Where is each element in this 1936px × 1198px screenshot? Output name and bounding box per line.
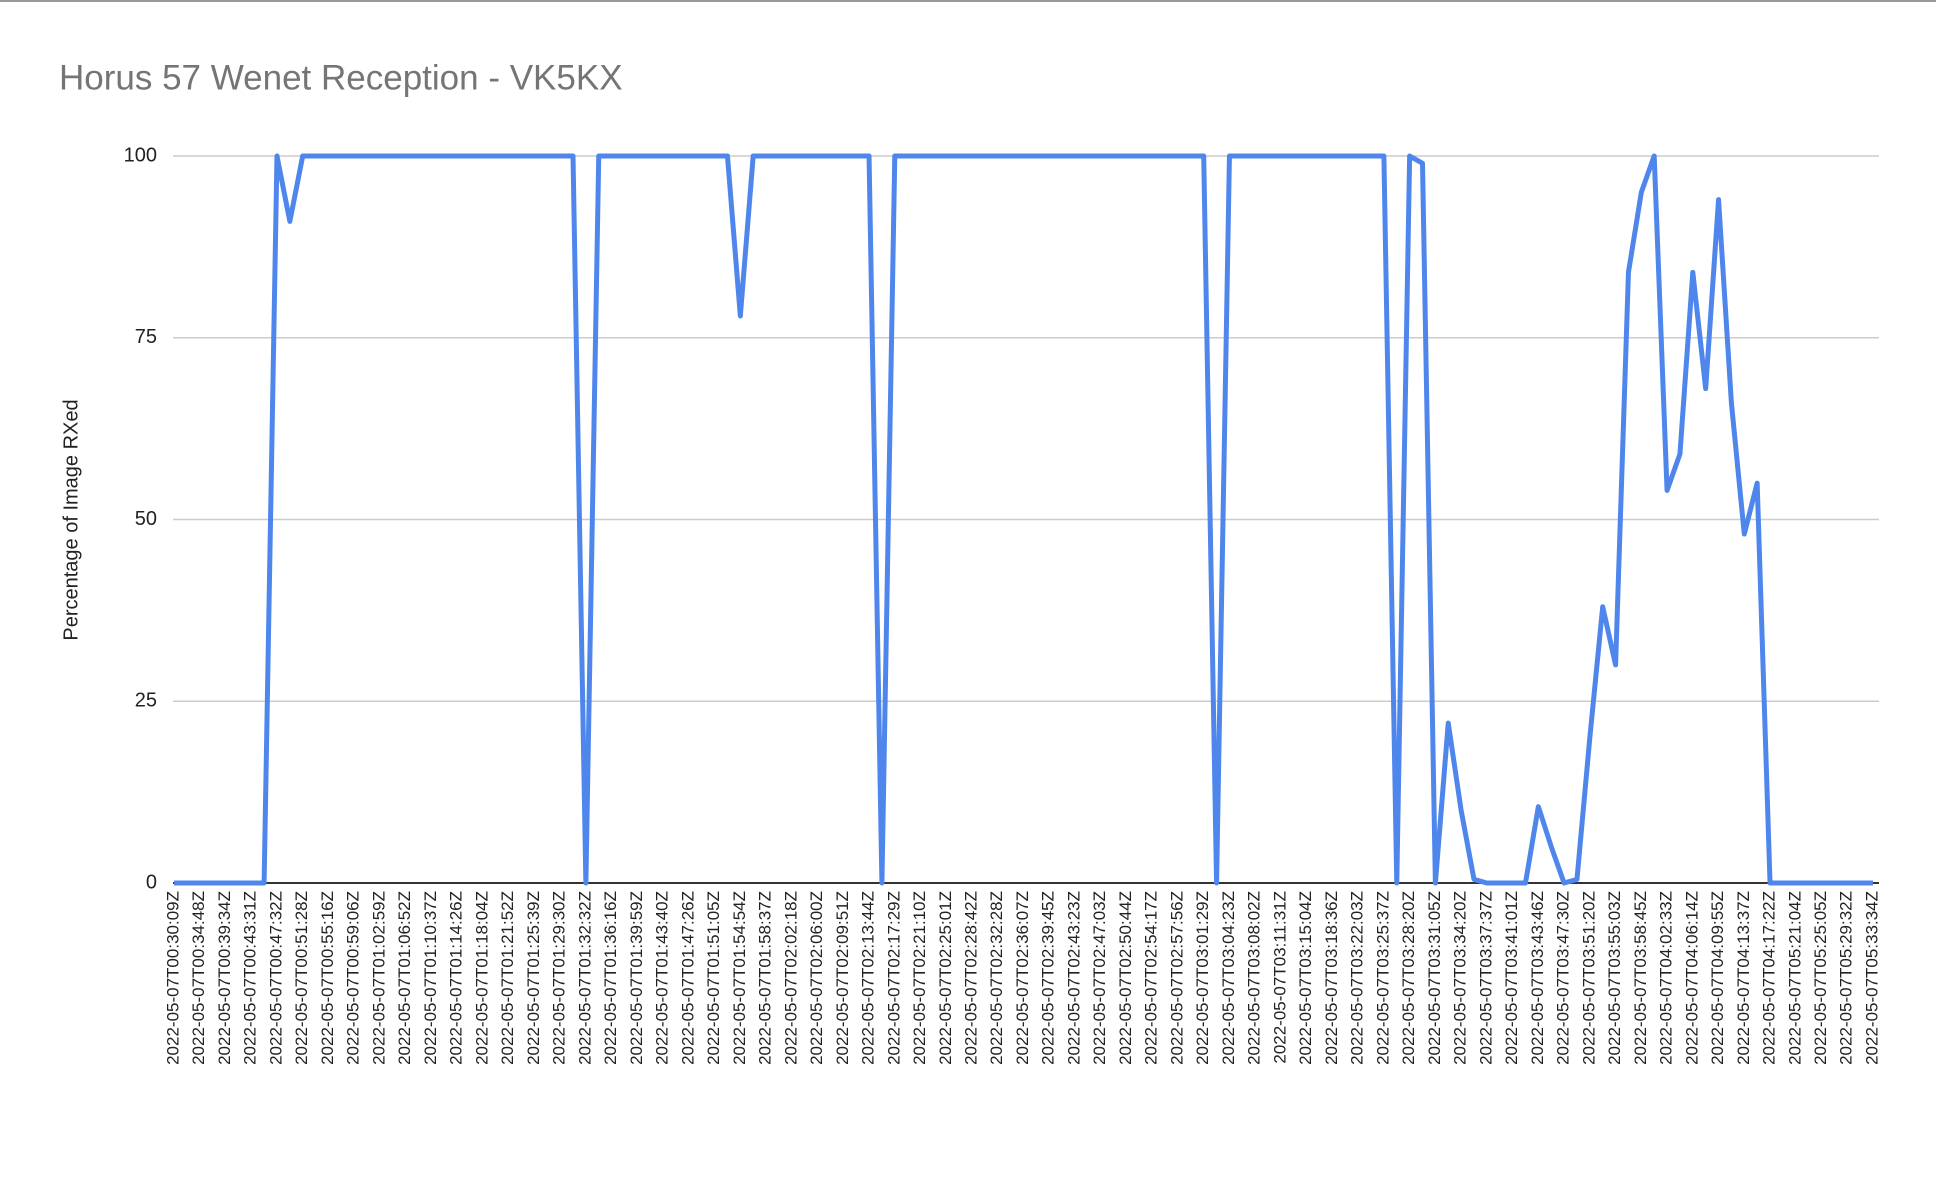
x-tick-label: 2022-05-07T01:02:59Z (369, 891, 388, 1065)
x-tick-label: 2022-05-07T03:41:01Z (1502, 891, 1521, 1065)
x-tick-label: 2022-05-07T02:21:10Z (910, 891, 929, 1065)
x-tick-label: 2022-05-07T02:17:29Z (884, 891, 903, 1065)
x-tick-label: 2022-05-07T01:06:52Z (395, 891, 414, 1065)
chart-title: Horus 57 Wenet Reception - VK5KX (59, 58, 623, 97)
x-tick-label: 2022-05-07T01:14:26Z (447, 891, 466, 1065)
x-tick-label: 2022-05-07T04:13:37Z (1734, 891, 1753, 1065)
x-tick-label: 2022-05-07T00:47:32Z (266, 891, 285, 1065)
x-tick-label: 2022-05-07T01:10:37Z (421, 891, 440, 1065)
x-tick-label: 2022-05-07T00:43:31Z (241, 891, 260, 1065)
x-tick-label: 2022-05-07T00:55:16Z (318, 891, 337, 1065)
x-tick-label: 2022-05-07T00:39:34Z (215, 891, 234, 1065)
x-tick-label: 2022-05-07T03:22:03Z (1348, 891, 1367, 1065)
x-tick-label: 2022-05-07T02:39:45Z (1039, 891, 1058, 1065)
x-tick-label: 2022-05-07T03:43:46Z (1528, 891, 1547, 1065)
x-tick-label: 2022-05-07T02:06:00Z (807, 891, 826, 1065)
x-tick-label: 2022-05-07T00:51:28Z (292, 891, 311, 1065)
x-tick-label: 2022-05-07T03:55:03Z (1605, 891, 1624, 1065)
x-tick-label: 2022-05-07T03:01:29Z (1193, 891, 1212, 1065)
x-tick-label: 2022-05-07T01:32:32Z (575, 891, 594, 1065)
x-tick-label: 2022-05-07T04:06:14Z (1682, 891, 1701, 1065)
x-tick-label: 2022-05-07T03:04:23Z (1219, 891, 1238, 1065)
x-tick-label: 2022-05-07T03:28:20Z (1399, 891, 1418, 1065)
x-tick-label: 2022-05-07T01:58:37Z (756, 891, 775, 1065)
x-tick-label: 2022-05-07T03:51:20Z (1579, 891, 1598, 1065)
x-tick-label: 2022-05-07T01:21:52Z (498, 891, 517, 1065)
x-tick-label: 2022-05-07T03:34:20Z (1451, 891, 1470, 1065)
x-tick-label: 2022-05-07T01:39:59Z (627, 891, 646, 1065)
y-tick-label: 100 (124, 144, 157, 166)
x-tick-label: 2022-05-07T02:25:01Z (936, 891, 955, 1065)
x-tick-label: 2022-05-07T01:18:04Z (472, 891, 491, 1065)
y-tick-label: 25 (135, 690, 157, 712)
x-tick-label: 2022-05-07T02:54:17Z (1142, 891, 1161, 1065)
x-tick-label: 2022-05-07T03:15:04Z (1296, 891, 1315, 1065)
x-tick-label: 2022-05-07T02:32:28Z (987, 891, 1006, 1065)
x-tick-label: 2022-05-07T03:47:30Z (1554, 891, 1573, 1065)
y-tick-label: 0 (146, 871, 157, 893)
x-tick-label: 2022-05-07T00:30:09Z (163, 891, 182, 1065)
x-tick-label: 2022-05-07T00:34:48Z (189, 891, 208, 1065)
x-tick-label: 2022-05-07T03:08:02Z (1245, 891, 1264, 1065)
y-tick-label: 75 (135, 326, 157, 348)
x-tick-label: 2022-05-07T02:02:18Z (781, 891, 800, 1065)
x-tick-label: 2022-05-07T02:13:44Z (859, 891, 878, 1065)
x-tick-label: 2022-05-07T02:57:56Z (1167, 891, 1186, 1065)
y-tick-label: 50 (135, 508, 157, 530)
x-tick-label: 2022-05-07T02:43:23Z (1064, 891, 1083, 1065)
x-tick-label: 2022-05-07T03:37:37Z (1476, 891, 1495, 1065)
x-tick-label: 2022-05-07T00:59:06Z (344, 891, 363, 1065)
data-line (174, 153, 1873, 886)
x-tick-label: 2022-05-07T02:28:42Z (961, 891, 980, 1065)
y-axis-label: Percentage of Image RXed (60, 399, 82, 640)
x-tick-label: 2022-05-07T01:43:40Z (653, 891, 672, 1065)
x-tick-label: 2022-05-07T03:58:45Z (1631, 891, 1650, 1065)
x-tick-label: 2022-05-07T03:25:37Z (1373, 891, 1392, 1065)
x-tick-label: 2022-05-07T05:21:04Z (1785, 891, 1804, 1065)
x-tick-label: 2022-05-07T02:47:03Z (1090, 891, 1109, 1065)
x-tick-label: 2022-05-07T02:09:51Z (833, 891, 852, 1065)
x-tick-label: 2022-05-07T04:09:55Z (1708, 891, 1727, 1065)
x-tick-label: 2022-05-07T01:47:26Z (678, 891, 697, 1065)
x-tick-label: 2022-05-07T05:25:05Z (1811, 891, 1830, 1065)
x-tick-label: 2022-05-07T01:25:39Z (524, 891, 543, 1065)
x-tick-label: 2022-05-07T04:17:22Z (1760, 891, 1779, 1065)
x-tick-label: 2022-05-07T03:18:36Z (1322, 891, 1341, 1065)
x-tick-label: 2022-05-07T03:11:31Z (1270, 891, 1289, 1064)
x-tick-label: 2022-05-07T01:29:30Z (550, 891, 569, 1065)
x-tick-label: 2022-05-07T04:02:33Z (1657, 891, 1676, 1065)
x-tick-label: 2022-05-07T03:31:05Z (1425, 891, 1444, 1065)
x-tick-label: 2022-05-07T02:50:44Z (1116, 891, 1135, 1065)
x-tick-label: 2022-05-07T02:36:07Z (1013, 891, 1032, 1065)
x-tick-label: 2022-05-07T01:36:16Z (601, 891, 620, 1065)
x-tick-label: 2022-05-07T01:54:54Z (730, 891, 749, 1065)
x-tick-label: 2022-05-07T01:51:05Z (704, 891, 723, 1065)
x-tick-label: 2022-05-07T05:29:32Z (1837, 891, 1856, 1065)
x-tick-label: 2022-05-07T05:33:34Z (1862, 891, 1881, 1065)
